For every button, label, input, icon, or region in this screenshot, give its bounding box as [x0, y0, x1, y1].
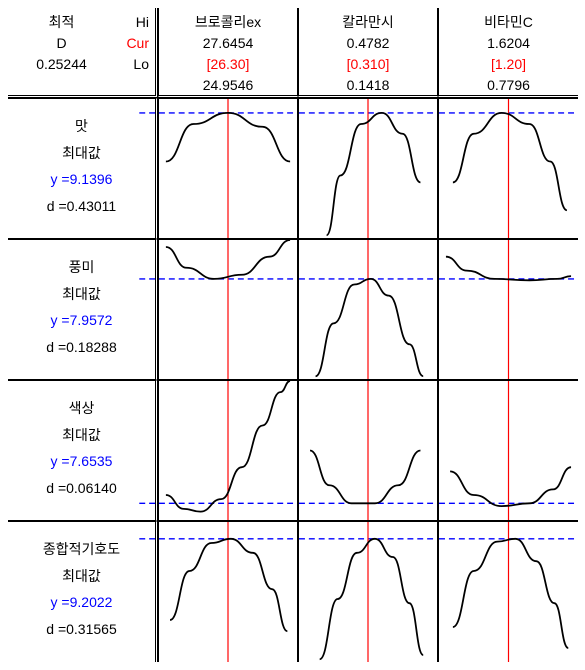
response-sub: 최대값	[8, 281, 155, 308]
response-name: 맛	[8, 113, 155, 140]
chart-1-1	[298, 239, 438, 380]
d-value: 0.25244	[10, 54, 113, 75]
factor-name: 비타민C	[439, 12, 578, 33]
row-label-2: 색상 최대값 y =7.6535 d =0.06140	[8, 380, 158, 521]
d-label: D	[10, 33, 113, 54]
response-y: y =9.1396	[8, 166, 155, 193]
factor-lo: 0.7796	[439, 75, 578, 96]
opt-label: 최적	[10, 12, 113, 33]
response-y: y =9.2022	[8, 589, 155, 616]
factor-cur: [26.30]	[159, 54, 297, 75]
response-name: 색상	[8, 395, 155, 422]
row-label-3: 종합적기호도 최대값 y =9.2022 d =0.31565	[8, 521, 158, 662]
response-d: d =0.18288	[8, 334, 155, 361]
optimization-plot: 최적 D 0.25244 Hi Cur Lo 브로콜리ex 27.6454 [2…	[8, 8, 577, 662]
factor-lo: 24.9546	[159, 75, 297, 96]
factor-lo: 0.1418	[299, 75, 437, 96]
factor-cur: [0.310]	[299, 54, 437, 75]
row-label-1: 풍미 최대값 y =7.9572 d =0.18288	[8, 239, 158, 380]
factor-cur: [1.20]	[439, 54, 578, 75]
response-d: d =0.43011	[8, 193, 155, 220]
chart-0-2	[438, 98, 578, 239]
factor-name: 칼라만시	[299, 12, 437, 33]
response-d: d =0.31565	[8, 616, 155, 643]
chart-3-1	[298, 521, 438, 662]
factor-hi: 0.4782	[299, 33, 437, 54]
response-y: y =7.6535	[8, 448, 155, 475]
row-label-0: 맛 최대값 y =9.1396 d =0.43011	[8, 98, 158, 239]
cur-label: Cur	[113, 33, 149, 54]
chart-1-2	[438, 239, 578, 380]
factor-header-2: 비타민C 1.6204 [1.20] 0.7796	[438, 8, 578, 98]
response-d: d =0.06140	[8, 475, 155, 502]
response-sub: 최대값	[8, 563, 155, 590]
response-name: 종합적기호도	[8, 536, 155, 563]
lo-label: Lo	[113, 54, 149, 75]
factor-hi: 27.6454	[159, 33, 297, 54]
factor-name: 브로콜리ex	[159, 12, 297, 33]
chart-1-0	[158, 239, 298, 380]
response-sub: 최대값	[8, 140, 155, 167]
chart-3-0	[158, 521, 298, 662]
plot-grid: 최적 D 0.25244 Hi Cur Lo 브로콜리ex 27.6454 [2…	[8, 8, 577, 662]
response-name: 풍미	[8, 254, 155, 281]
chart-2-0	[158, 380, 298, 521]
factor-header-1: 칼라만시 0.4782 [0.310] 0.1418	[298, 8, 438, 98]
chart-0-0	[158, 98, 298, 239]
chart-0-1	[298, 98, 438, 239]
header-left: 최적 D 0.25244 Hi Cur Lo	[8, 8, 158, 98]
factor-hi: 1.6204	[439, 33, 578, 54]
hi-label: Hi	[113, 12, 149, 33]
chart-2-1	[298, 380, 438, 521]
chart-2-2	[438, 380, 578, 521]
response-sub: 최대값	[8, 422, 155, 449]
chart-3-2	[438, 521, 578, 662]
factor-header-0: 브로콜리ex 27.6454 [26.30] 24.9546	[158, 8, 298, 98]
response-y: y =7.9572	[8, 307, 155, 334]
